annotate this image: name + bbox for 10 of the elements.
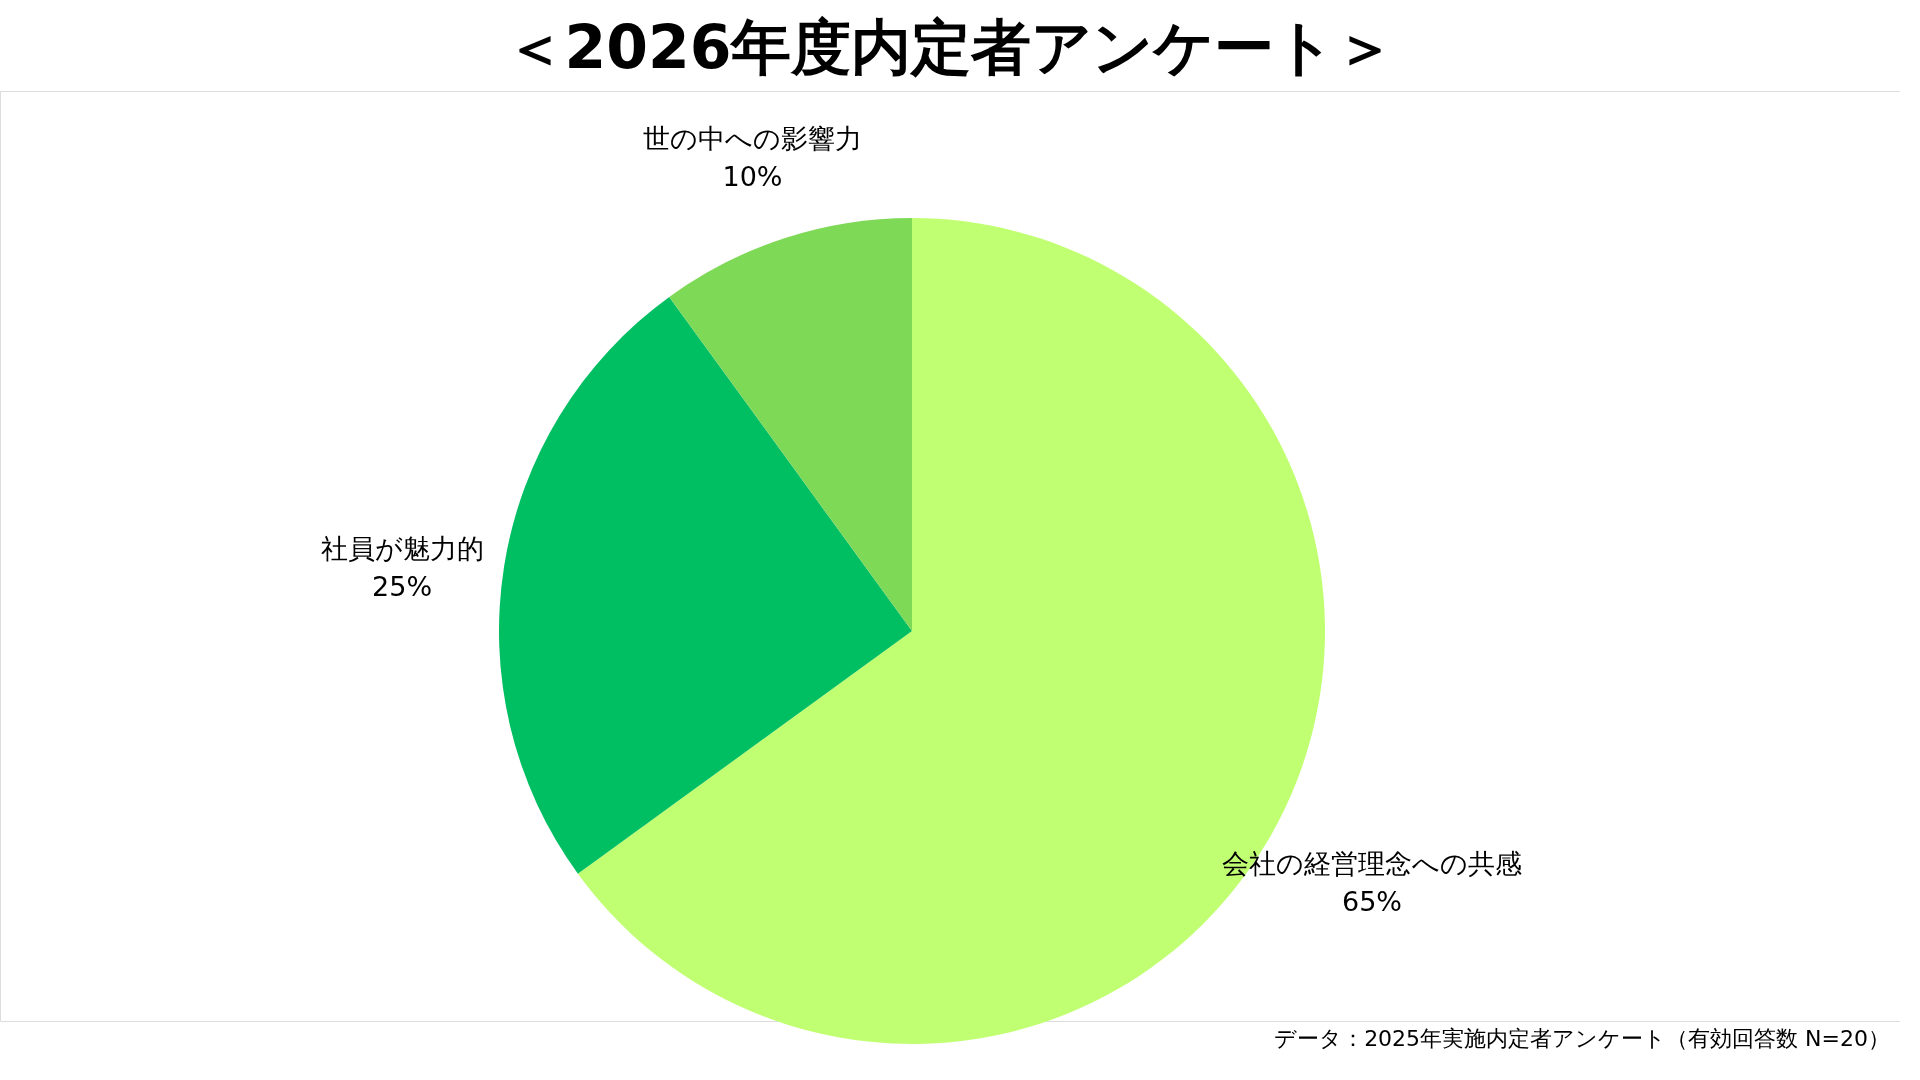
- slice-label: 社員が魅力的: [320, 533, 484, 565]
- data-label: 25%: [372, 571, 433, 603]
- slice-label: 世の中への影響力: [642, 123, 862, 155]
- pie-slice: [499, 296, 912, 874]
- data-label: 65%: [1341, 886, 1402, 918]
- chart-title: ＜2026年度内定者アンケート＞: [504, 12, 1396, 82]
- pie-slice: [669, 218, 912, 631]
- data-label: 10%: [722, 161, 783, 193]
- slice-label: 会社の経営理念への共感: [1221, 848, 1522, 880]
- text: データ：2025年実施内定者アンケート（有効回答数 N=20）: [1274, 1026, 1890, 1051]
